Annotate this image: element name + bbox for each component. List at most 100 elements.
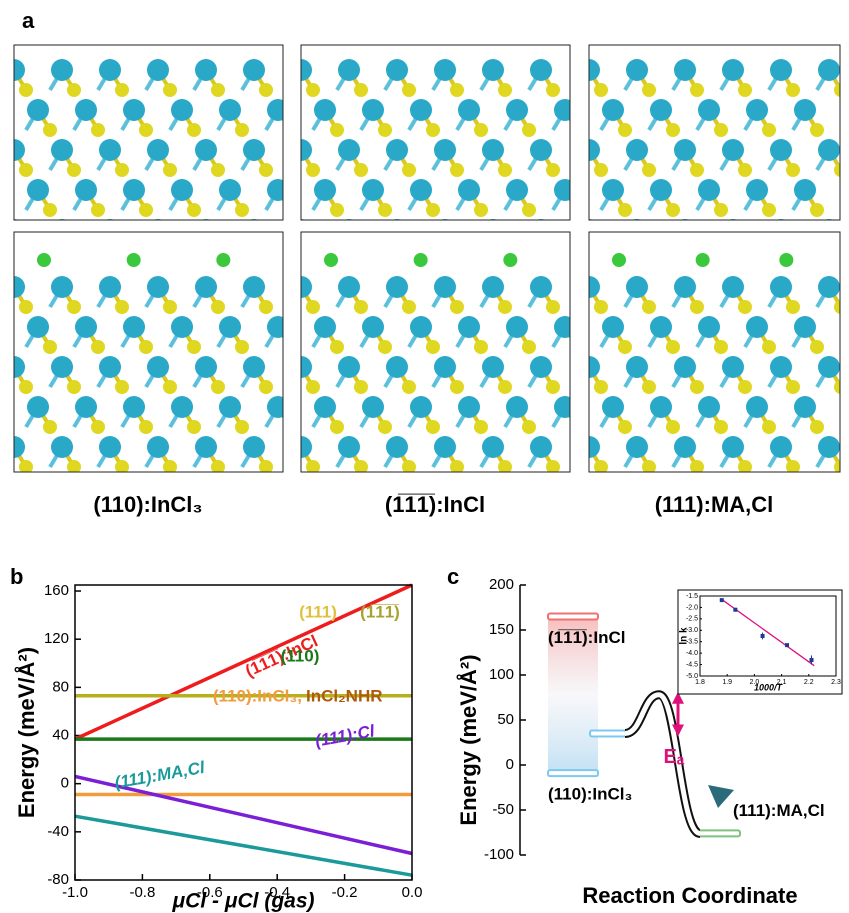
atom-cl bbox=[546, 540, 560, 554]
atom-cl bbox=[139, 340, 153, 354]
atom-in bbox=[51, 356, 73, 378]
bond bbox=[289, 150, 301, 170]
bond bbox=[218, 487, 230, 507]
atom-in bbox=[842, 99, 849, 121]
atom-cl bbox=[91, 340, 105, 354]
bond bbox=[841, 110, 849, 130]
atom-in bbox=[123, 396, 145, 418]
atom-in bbox=[770, 436, 792, 458]
atom-in bbox=[266, 476, 288, 498]
bond bbox=[493, 527, 505, 547]
atom-in bbox=[794, 179, 816, 201]
bond bbox=[290, 287, 302, 307]
atom-cl bbox=[235, 500, 249, 514]
atom-cl bbox=[474, 420, 488, 434]
atom-in bbox=[770, 139, 792, 161]
atom-cl bbox=[666, 420, 680, 434]
atom-in bbox=[650, 396, 672, 418]
atom-in bbox=[314, 476, 336, 498]
bond bbox=[433, 230, 445, 250]
level-label: (110):InCl₃ bbox=[548, 785, 632, 804]
atom-in bbox=[147, 276, 169, 298]
atom-in bbox=[0, 396, 1, 418]
atom-cl bbox=[282, 283, 296, 297]
atom-cl bbox=[570, 420, 584, 434]
bond bbox=[673, 527, 685, 547]
bond bbox=[577, 70, 589, 90]
atom-cl bbox=[618, 420, 632, 434]
atom-in bbox=[338, 436, 360, 458]
atom-cl bbox=[67, 300, 81, 314]
atom-in bbox=[650, 316, 672, 338]
atom-cl bbox=[163, 540, 177, 554]
bond bbox=[613, 270, 625, 290]
atom-in bbox=[722, 139, 744, 161]
atom-cl bbox=[211, 380, 225, 394]
bond bbox=[601, 270, 613, 290]
bond bbox=[326, 270, 338, 290]
bond bbox=[781, 230, 793, 250]
bond bbox=[829, 527, 841, 547]
atom-in bbox=[794, 476, 816, 498]
atom-in bbox=[147, 436, 169, 458]
atom-cl bbox=[546, 540, 560, 554]
atom-cl bbox=[834, 83, 848, 97]
atom-in bbox=[386, 139, 408, 161]
atom-in bbox=[314, 396, 336, 418]
atom-in bbox=[506, 476, 528, 498]
atom-cl bbox=[450, 163, 464, 177]
y-tick-label: 150 bbox=[489, 621, 514, 638]
y-tick-label: -4.0 bbox=[686, 650, 698, 657]
bond bbox=[469, 270, 481, 290]
atom-cl bbox=[762, 123, 776, 137]
atom-in bbox=[75, 316, 97, 338]
atom-in bbox=[27, 476, 49, 498]
bond bbox=[577, 230, 589, 250]
atom-cl bbox=[283, 283, 297, 297]
y-tick-label: 100 bbox=[489, 666, 514, 683]
structure-label: (111):MA,Cl bbox=[655, 492, 774, 517]
atom-cl bbox=[91, 420, 105, 434]
atom-cl bbox=[618, 123, 632, 137]
bond bbox=[290, 70, 302, 90]
atom-top bbox=[37, 253, 51, 267]
bond bbox=[302, 527, 314, 547]
atom-cl bbox=[282, 500, 296, 514]
atom-cl bbox=[762, 340, 776, 354]
bond bbox=[733, 230, 745, 250]
atom-in bbox=[0, 259, 1, 281]
atom-in bbox=[171, 99, 193, 121]
bond bbox=[289, 447, 301, 467]
atom-cl bbox=[139, 203, 153, 217]
bond bbox=[697, 270, 709, 290]
atom-cl bbox=[307, 243, 321, 257]
atom-in bbox=[147, 356, 169, 378]
atom-cl bbox=[402, 380, 416, 394]
atom-cl bbox=[714, 203, 728, 217]
series-line bbox=[75, 816, 412, 875]
atom-in bbox=[0, 476, 1, 498]
atom-in bbox=[195, 436, 217, 458]
y-tick-label: 0 bbox=[506, 756, 514, 773]
atom-cl bbox=[642, 163, 656, 177]
bond bbox=[253, 527, 265, 547]
bond bbox=[829, 230, 841, 250]
atom-cl bbox=[307, 540, 321, 554]
bond bbox=[541, 230, 553, 250]
atom-in bbox=[99, 59, 121, 81]
bond bbox=[673, 230, 685, 250]
bond bbox=[841, 190, 849, 210]
atom-in bbox=[99, 436, 121, 458]
atom-in bbox=[530, 516, 552, 538]
atom-in bbox=[123, 179, 145, 201]
bond bbox=[397, 527, 409, 547]
bond bbox=[290, 367, 302, 387]
bond bbox=[254, 527, 266, 547]
bond bbox=[206, 527, 218, 547]
atom-in bbox=[290, 516, 312, 538]
bond bbox=[194, 230, 206, 250]
atom-in bbox=[195, 139, 217, 161]
atom-in bbox=[698, 99, 720, 121]
bond bbox=[541, 527, 553, 547]
atom-cl bbox=[738, 243, 752, 257]
